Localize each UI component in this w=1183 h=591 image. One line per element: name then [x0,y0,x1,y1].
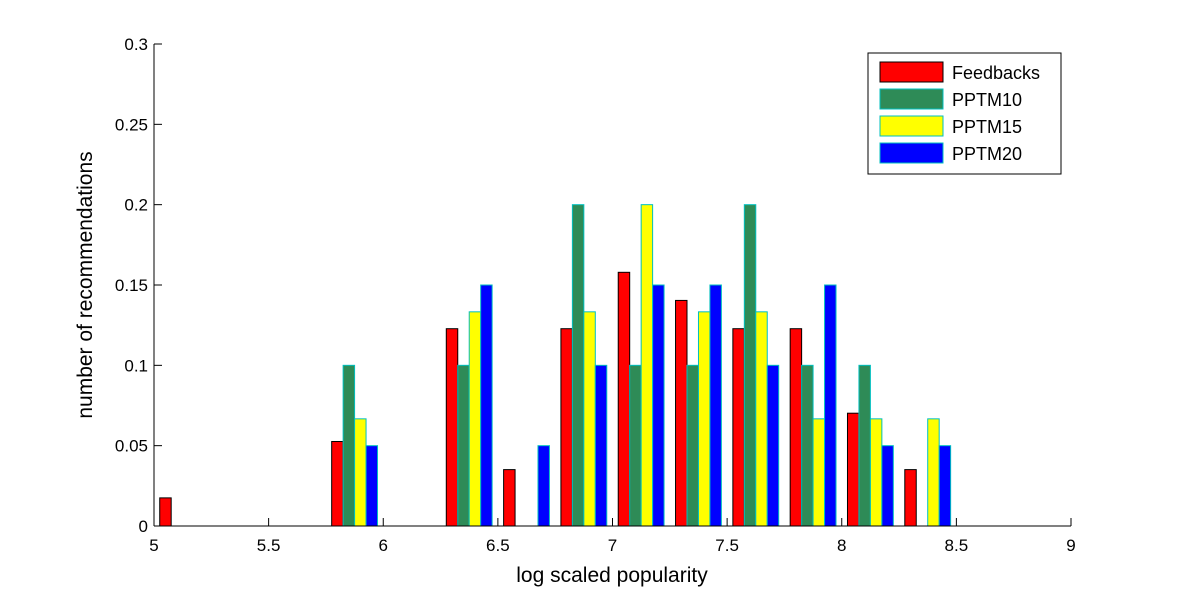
bar-pptm15-7 [583,311,596,527]
bar-pptm10-9 [686,364,699,527]
x-axis-label: log scaled popularity [516,564,708,587]
x-tick-label: 7 [608,536,617,555]
bar-pptm15-5 [468,311,482,527]
bar-pptm10-12 [858,364,871,527]
bar-feedbacks-13 [904,469,917,527]
y-tick-label: 0.1 [124,356,148,375]
x-tick-label: 5 [149,536,158,555]
bar-pptm15-10 [755,311,768,527]
bar-feedbacks-10 [732,328,745,527]
x-tick-label: 7.5 [715,536,739,555]
bar-pptm20-11 [824,284,837,527]
y-tick-label: 0.3 [124,35,148,54]
legend-label-pptm15: PPTM15 [952,117,1022,137]
bar-pptm20-12 [881,445,894,527]
bar-pptm15-12 [869,418,883,527]
bar-pptm10-10 [743,204,757,527]
bar-feedbacks-9 [675,299,688,527]
bar-pptm10-7 [571,204,585,527]
y-axis-label: number of recommendations [74,151,97,418]
bar-pptm20-8 [652,284,665,527]
legend-label-pptm10: PPTM10 [952,90,1022,110]
bar-feedbacks-12 [846,412,860,527]
x-tick-label: 5.5 [257,536,281,555]
x-tick-label: 6 [379,536,388,555]
bar-feedbacks-5 [445,328,459,527]
y-tick-label: 0.05 [115,437,148,456]
bars-layer [159,204,952,527]
bar-pptm15-9 [697,311,711,527]
y-tick-label: 0 [139,517,148,536]
legend-swatch-pptm15 [879,115,944,137]
bar-feedbacks-7 [560,328,573,527]
x-tick-label: 6.5 [486,536,510,555]
y-tick-label: 0.15 [115,276,148,295]
bar-feedbacks-8 [617,271,631,527]
bar-pptm20-6 [537,445,550,527]
axes-layer: 5 5.5 6 6.5 7 7.5 8 8.5 9 0 0.05 0.1 0.15 0.2 0.25 0.3 [115,35,1076,555]
bar-pptm15-13 [927,418,940,527]
bar-pptm10-3 [342,364,356,527]
x-tick-label: 9 [1066,536,1075,555]
bar-pptm15-8 [640,204,654,527]
bar-pptm10-8 [629,364,642,527]
bar-pptm20-3 [365,445,379,527]
legend-swatch-pptm20 [879,142,944,164]
bar-feedbacks-0 [159,497,172,527]
bar-pptm20-9 [709,284,722,527]
bar-pptm15-11 [812,418,826,527]
legend-label-feedbacks: Feedbacks [952,63,1040,83]
bar-feedbacks-3 [331,440,344,527]
bar-pptm20-10 [766,364,780,527]
x-tick-label: 8.5 [945,536,969,555]
legend-swatch-pptm10 [879,88,944,110]
bar-feedbacks-11 [789,328,803,527]
bar-pptm15-3 [354,418,367,527]
x-tick-label: 8 [837,536,846,555]
bar-pptm20-13 [938,445,952,527]
bar-pptm20-7 [594,364,608,527]
legend-label-pptm20: PPTM20 [952,144,1022,164]
bar-feedbacks-6 [503,469,516,527]
legend-swatch-feedbacks [879,61,944,83]
legend: Feedbacks PPTM10 PPTM15 PPTM20 [867,52,1062,175]
y-tick-label: 0.25 [115,115,148,134]
bar-pptm20-5 [480,284,493,527]
bar-pptm10-11 [801,364,814,527]
y-tick-label: 0.2 [124,196,148,215]
bar-pptm10-5 [457,364,470,527]
